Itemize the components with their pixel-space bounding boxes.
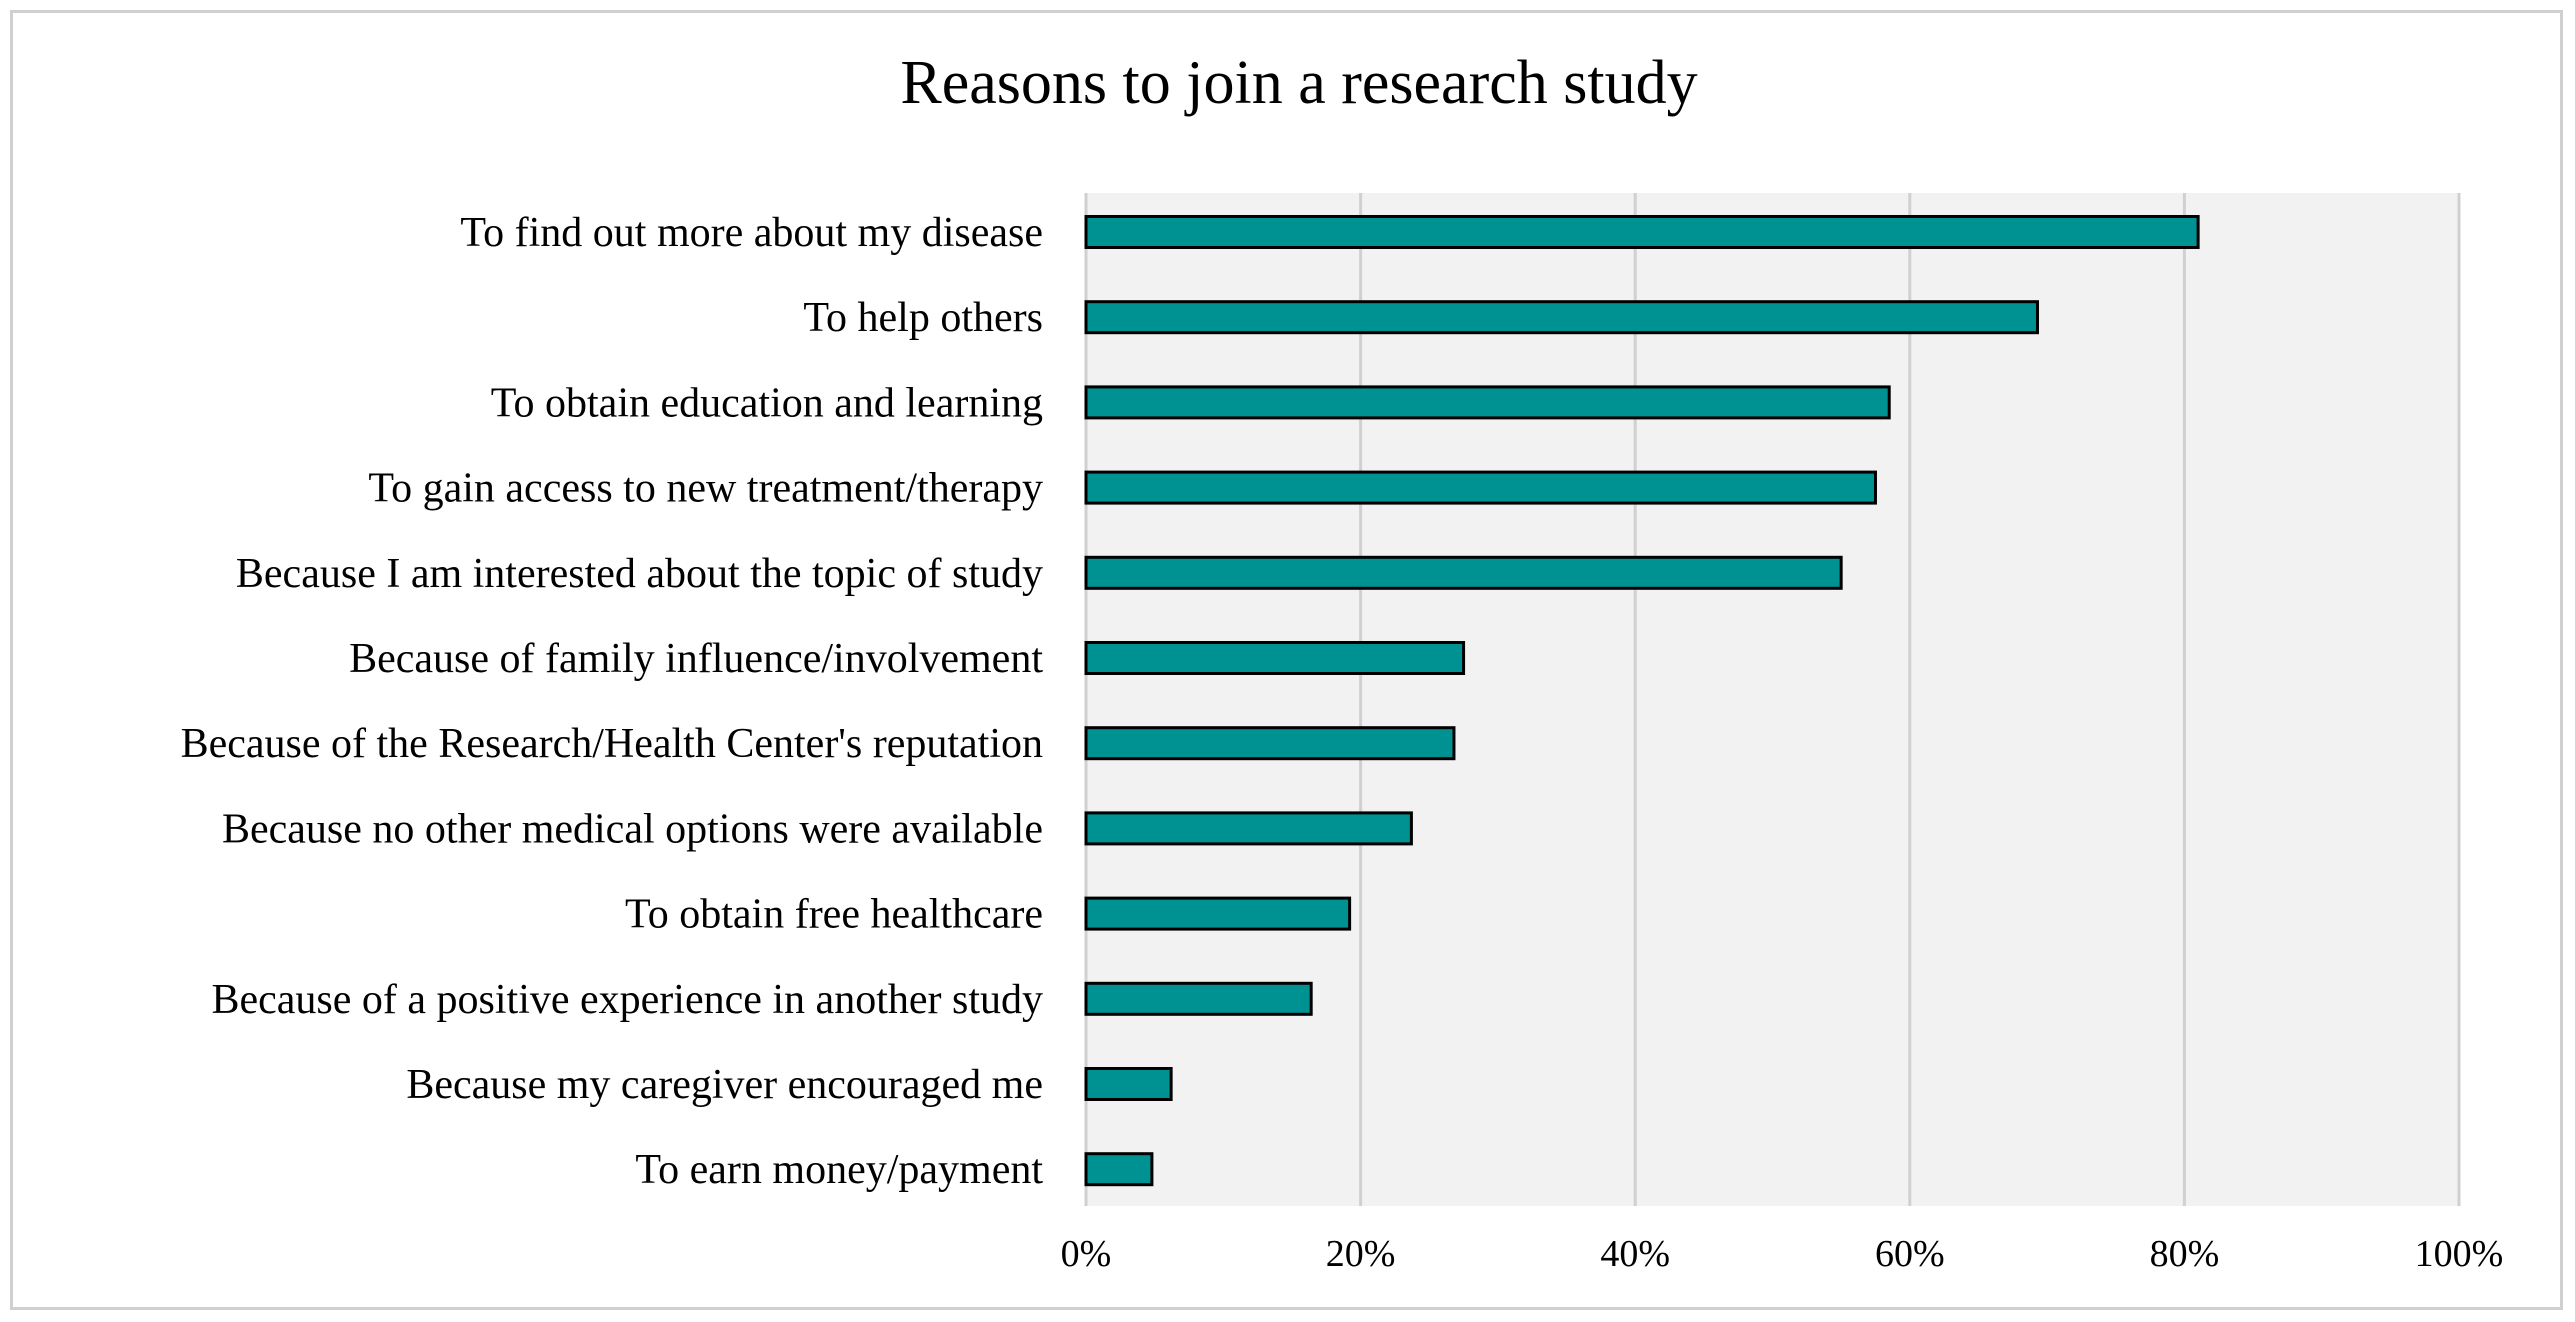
bar: [1084, 300, 2039, 335]
category-labels: To find out more about my disease To help…: [181, 210, 1044, 1193]
bar: [1084, 641, 1466, 675]
category-label: Because my caregiver encouraged me: [406, 1062, 1043, 1108]
plot-area: [1086, 193, 2459, 1206]
category-label: To gain access to new treatment/therapy: [368, 466, 1043, 512]
category-label: To obtain free healthcare: [625, 892, 1043, 938]
bar: [1084, 470, 1877, 505]
bar: [1084, 555, 1843, 590]
category-label: To find out more about my disease: [460, 210, 1043, 256]
category-label: Because of the Research/Health Center's …: [181, 721, 1043, 767]
x-axis-tick-labels: 0% 20% 40% 60% 80% 100%: [1061, 1233, 2504, 1275]
x-tick-label: 0%: [1061, 1233, 1112, 1275]
bar: [1084, 215, 2200, 249]
chart-title: Reasons to join a research study: [900, 49, 1697, 117]
bar: [1084, 726, 1456, 761]
chart-frame: Reasons to join a research study To find…: [10, 10, 2563, 1310]
bar: [1084, 1067, 1173, 1101]
bar: [1084, 385, 1891, 420]
bars: [1084, 215, 2200, 1187]
x-tick-label: 20%: [1326, 1233, 1396, 1275]
category-label: To obtain education and learning: [491, 380, 1043, 426]
bar: [1084, 981, 1313, 1016]
x-tick-label: 100%: [2415, 1233, 2504, 1275]
bar: [1084, 1152, 1154, 1187]
x-tick-label: 80%: [2150, 1233, 2220, 1275]
category-label: Because of a positive experience in anot…: [211, 977, 1043, 1023]
category-label: Because I am interested about the topic …: [236, 551, 1043, 597]
category-label: To help others: [803, 295, 1043, 341]
bar: [1084, 811, 1413, 846]
gridlines: [1084, 193, 2461, 1206]
category-label: To earn money/payment: [635, 1147, 1043, 1193]
category-label: Because no other medical options were av…: [222, 806, 1043, 852]
x-tick-label: 40%: [1600, 1233, 1670, 1275]
bar-chart: Reasons to join a research study To find…: [181, 49, 2504, 1275]
x-tick-label: 60%: [1875, 1233, 1945, 1275]
bar: [1084, 896, 1352, 931]
category-label: Because of family influence/involvement: [349, 636, 1043, 682]
